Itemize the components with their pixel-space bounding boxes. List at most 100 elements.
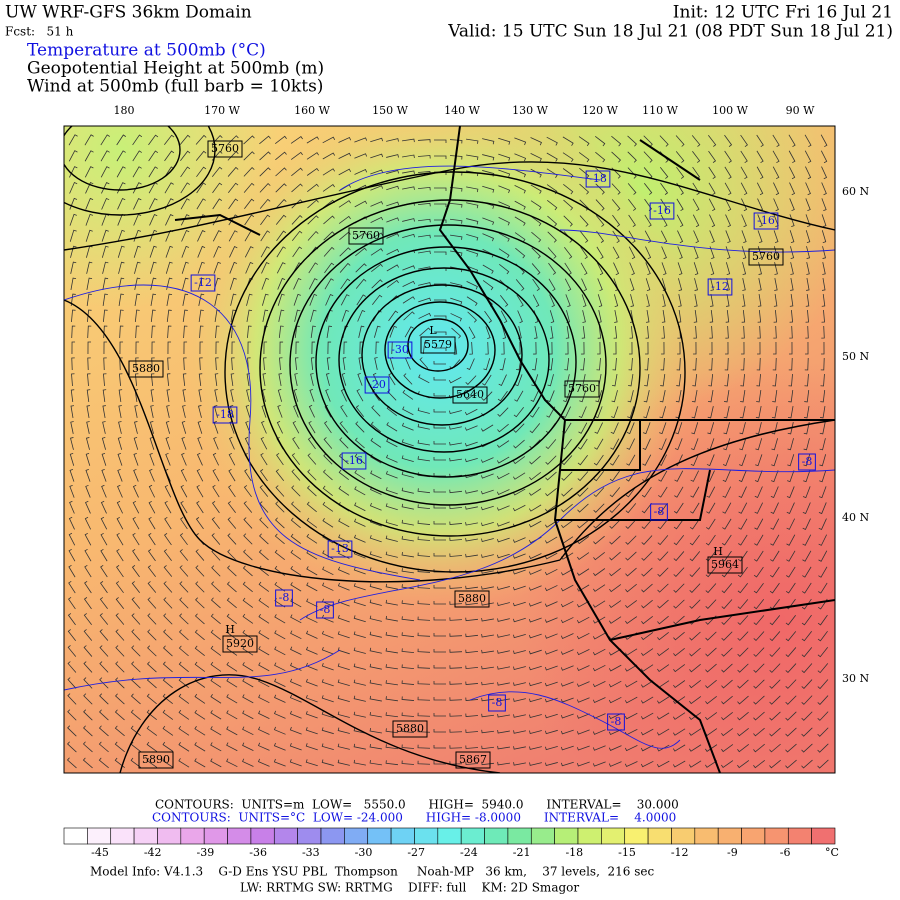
colorbar-cell <box>530 827 555 845</box>
colorbar-cell <box>671 827 696 845</box>
temperature-label: -16 <box>653 204 671 217</box>
temperature-label-box <box>585 170 611 188</box>
colorbar-cell <box>367 827 392 845</box>
temperature-label: -8 <box>654 505 665 518</box>
longitude-label: 120 W <box>582 104 618 117</box>
height-label: 5760 <box>568 382 596 395</box>
temperature-label: -8 <box>279 591 290 604</box>
colorbar-cell <box>624 827 649 845</box>
colorbar-cell <box>811 827 836 845</box>
colorbar-cell <box>180 827 205 845</box>
colorbar-cell <box>273 827 298 845</box>
model-info: LW: RRTMG SW: RRTMG DIFF: full KM: 2D Sm… <box>240 881 579 895</box>
temperature-label-box <box>327 540 353 558</box>
colorbar-cell <box>764 827 789 845</box>
height-label-box <box>455 751 491 769</box>
longitude-label: 160 W <box>294 104 330 117</box>
colorbar-label: -36 <box>249 846 267 859</box>
temperature-label-box <box>341 452 367 470</box>
longitude-label: 170 W <box>204 104 240 117</box>
pressure-center: H <box>225 623 235 636</box>
temperature-label: -18 <box>216 408 234 421</box>
init-time: Init: 12 UTC Fri 16 Jul 21 <box>673 3 893 23</box>
colorbar-cell <box>320 827 345 845</box>
colorbar-cell <box>741 827 766 845</box>
height-label-box <box>222 635 258 653</box>
colorbar-cell <box>203 827 228 845</box>
temperature-label: -18 <box>589 172 607 185</box>
colorbar-cell <box>390 827 415 845</box>
pressure-center: H <box>713 545 723 558</box>
colorbar-cell <box>484 827 509 845</box>
colorbar-label: -42 <box>144 846 162 859</box>
temperature-label-box <box>364 376 390 394</box>
colorbar-cell <box>694 827 719 845</box>
height-label-box <box>452 386 488 404</box>
colorbar-cell <box>554 827 579 845</box>
temperature-label: -8 <box>320 603 331 616</box>
longitude-label: 130 W <box>512 104 548 117</box>
temperature-label: -30 <box>391 343 409 356</box>
height-label: 5579 <box>424 338 452 351</box>
height-label: 5760 <box>211 142 239 155</box>
height-label-box <box>138 751 174 769</box>
colorbar-label: -39 <box>197 846 215 859</box>
colorbar-cell <box>507 827 532 845</box>
longitude-label: 180 <box>114 104 135 117</box>
temperature-label-box <box>387 341 413 359</box>
colorbar-cell <box>437 827 462 845</box>
temperature-contours: CONTOURS: UNITS=°C LOW= -24.000 HIGH= -8… <box>152 811 676 825</box>
height-label-box <box>348 227 384 245</box>
colorbar-cell <box>250 827 275 845</box>
height-label: 5890 <box>142 753 170 766</box>
colorbar-cell <box>63 827 88 845</box>
longitude-label: 110 W <box>642 104 678 117</box>
height-label-box <box>392 720 428 738</box>
colorbar-cell <box>133 827 158 845</box>
temperature-label-box <box>488 694 506 712</box>
colorbar-label: -24 <box>460 846 478 859</box>
forecast: Fcst: 51 h <box>5 25 74 39</box>
longitude-label: 100 W <box>712 104 748 117</box>
height-label: 5964 <box>711 558 739 571</box>
colorbar-label: -33 <box>302 846 320 859</box>
colorbar-cell <box>157 827 182 845</box>
height-label-box <box>420 336 456 354</box>
temperature-label: -12 <box>711 280 729 293</box>
temperature-label-box <box>275 589 293 607</box>
height-label-box <box>207 140 243 158</box>
height-label: 5867 <box>459 753 487 766</box>
title: UW WRF-GFS 36km Domain <box>5 3 252 23</box>
field-name: Geopotential Height at 500mb (m) <box>27 59 324 79</box>
map <box>64 126 835 773</box>
model-info: Model Info: V4.1.3 G-D Ens YSU PBL Thomp… <box>90 865 655 879</box>
height-label: 5880 <box>396 722 424 735</box>
temperature-label: -8 <box>802 455 813 468</box>
map-frame <box>63 125 836 774</box>
colorbar-cell <box>577 827 602 845</box>
temperature-label-box <box>190 274 216 292</box>
temperature-label-box <box>649 202 675 220</box>
temperature-label: -13 <box>331 542 349 555</box>
colorbar-label: -30 <box>355 846 373 859</box>
colorbar-label: -21 <box>513 846 531 859</box>
longitude-label: 90 W <box>786 104 815 117</box>
temperature-label-box <box>316 601 334 619</box>
temperature-label: -20 <box>368 378 386 391</box>
latitude-label: 60 N <box>842 185 869 198</box>
colorbar-cell <box>227 827 252 845</box>
longitude-label: 150 W <box>372 104 408 117</box>
temperature-label-box <box>707 278 733 296</box>
temperature-label: -8 <box>492 696 503 709</box>
field-name: Temperature at 500mb (°C) <box>27 41 266 61</box>
temperature-label: -16 <box>345 454 363 467</box>
longitude-label: 140 W <box>444 104 480 117</box>
temperature-label-box <box>650 503 668 521</box>
colorbar-label: -9 <box>727 846 738 859</box>
latitude-label: 50 N <box>842 350 869 363</box>
height-label-box <box>748 248 784 266</box>
height-label-box <box>707 556 743 574</box>
colorbar-label: -27 <box>407 846 425 859</box>
latitude-label: 30 N <box>842 672 869 685</box>
